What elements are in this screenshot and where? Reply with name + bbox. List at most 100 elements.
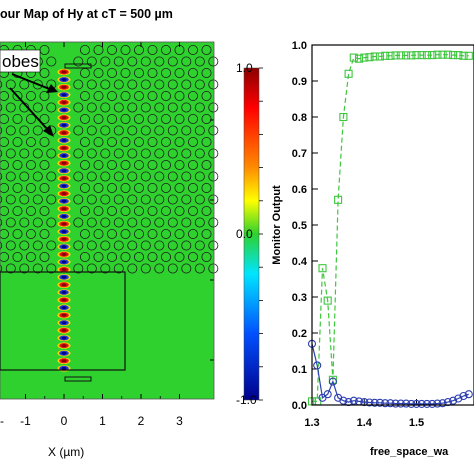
- monitor-chart-y-tick-label: 0.1: [292, 364, 307, 376]
- crystal-hole: [194, 125, 205, 136]
- monitor-bar: [64, 63, 92, 69]
- crystal-hole: [25, 251, 36, 262]
- crystal-hole: [127, 240, 138, 251]
- crystal-hole: [5, 125, 16, 136]
- crystal-hole: [100, 240, 111, 251]
- crystal-hole: [39, 114, 50, 125]
- crystal-hole: [86, 194, 97, 205]
- monitor-chart-x-axis-label: free_space_wa: [370, 446, 449, 458]
- field-lobe-negative: [57, 106, 71, 114]
- series-marker-1: [349, 53, 358, 62]
- crystal-hole: [127, 56, 138, 67]
- series-marker-2: [386, 399, 395, 408]
- crystal-hole: [127, 125, 138, 136]
- crystal-hole: [73, 56, 84, 67]
- crystal-hole: [46, 240, 57, 251]
- series-marker-1: [360, 53, 369, 62]
- series-marker-2: [323, 390, 332, 399]
- crystal-hole: [32, 240, 43, 251]
- crystal-hole: [181, 102, 192, 113]
- monitor-chart-x-tick-label: 1.3: [304, 417, 319, 429]
- crystal-hole: [154, 125, 165, 136]
- crystal-hole: [127, 102, 138, 113]
- crystal-hole: [0, 241, 3, 250]
- crystal-hole: [154, 79, 165, 90]
- crystal-hole: [174, 228, 185, 239]
- crystal-hole: [154, 263, 165, 274]
- series-marker-1: [370, 52, 379, 61]
- crystal-hole: [12, 228, 23, 239]
- crystal-hole: [140, 79, 151, 90]
- crystal-hole: [93, 251, 104, 262]
- crystal-hole: [201, 114, 212, 125]
- crystal-hole: [107, 91, 118, 102]
- crystal-hole: [160, 159, 171, 170]
- crystal-hole: [201, 182, 212, 193]
- crystal-hole: [19, 240, 30, 251]
- crystal-hole: [147, 182, 158, 193]
- crystal-hole: [100, 171, 111, 182]
- crystal-hole: [147, 45, 158, 56]
- crystal-hole: [46, 263, 57, 274]
- crystal-hole: [5, 148, 16, 159]
- crystal-hole: [32, 79, 43, 90]
- crystal-hole: [12, 251, 23, 262]
- series-marker-2: [370, 398, 379, 407]
- crystal-hole: [0, 160, 9, 170]
- crystal-hole: [80, 45, 91, 56]
- crystal-hole: [5, 263, 16, 274]
- crystal-hole: [93, 205, 104, 216]
- crystal-hole: [46, 217, 57, 228]
- field-lobe-positive: [57, 190, 71, 197]
- crystal-hole: [120, 205, 131, 216]
- crystal-hole: [120, 91, 131, 102]
- crystal-hole: [120, 114, 131, 125]
- crystal-hole: [100, 125, 111, 136]
- probe-arrow-2: [9, 87, 49, 131]
- crystal-hole: [12, 182, 23, 193]
- series-marker-2: [381, 399, 390, 408]
- series-marker-1: [422, 51, 432, 60]
- series-marker-1: [396, 51, 405, 60]
- crystal-hole: [0, 252, 9, 262]
- crystal-hole: [0, 137, 9, 147]
- series-marker-1: [443, 50, 452, 59]
- crystal-hole: [181, 240, 192, 251]
- series-marker-1: [391, 51, 400, 60]
- crystal-hole: [167, 56, 178, 67]
- crystal-hole: [113, 125, 124, 136]
- series-marker-2: [402, 399, 411, 408]
- crystal-hole: [93, 114, 104, 125]
- series-marker-2: [365, 398, 374, 407]
- probes-label-box: [0, 49, 41, 73]
- field-lobe-positive: [57, 236, 71, 243]
- monitor-chart-y-tick-label: 0.2: [292, 328, 307, 340]
- series-marker-2: [454, 394, 463, 403]
- crystal-hole: [154, 171, 165, 182]
- crystal-hole: [194, 56, 205, 67]
- series-marker-1: [375, 52, 384, 61]
- monitor-chart-y-tick-label: 0.0: [292, 400, 307, 412]
- crystal-hole: [32, 171, 43, 182]
- crystal-hole: [5, 240, 16, 251]
- crystal-hole: [174, 114, 185, 125]
- crystal-hole: [46, 102, 57, 113]
- crystal-hole: [0, 206, 9, 216]
- crystal-hole: [154, 148, 165, 159]
- crystal-hole: [208, 102, 219, 113]
- crystal-hole: [147, 114, 158, 125]
- crystal-hole: [25, 182, 36, 193]
- crystal-hole: [181, 125, 192, 136]
- crystal-hole: [140, 194, 151, 205]
- crystal-hole: [201, 45, 212, 56]
- crystal-hole: [5, 171, 16, 182]
- field-lobe-negative: [57, 304, 71, 311]
- crystal-hole: [73, 263, 84, 274]
- field-lobe-negative: [57, 228, 71, 235]
- crystal-hole: [86, 102, 97, 113]
- series-marker-2: [412, 399, 421, 408]
- crystal-hole: [73, 194, 84, 205]
- crystal-hole: [167, 171, 178, 182]
- crystal-hole: [194, 194, 205, 205]
- crystal-hole: [73, 240, 84, 251]
